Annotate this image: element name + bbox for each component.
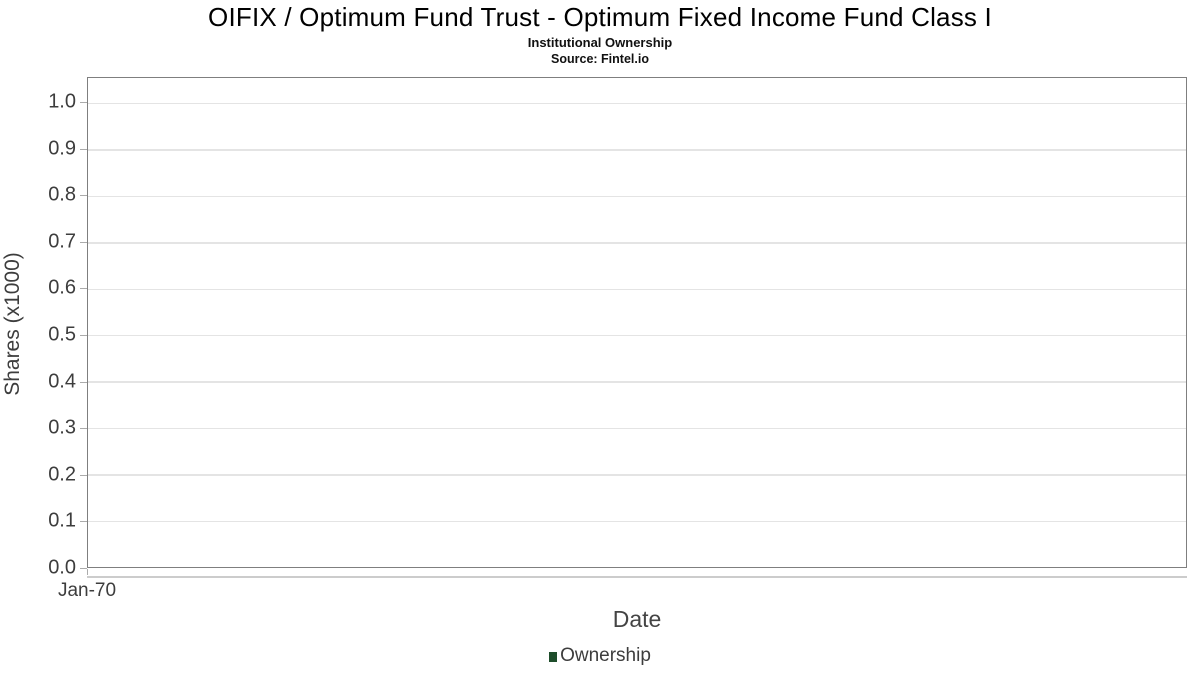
y-tick-mark — [80, 334, 87, 336]
gridline — [88, 334, 1186, 337]
y-tick-label: 0.3 — [48, 416, 76, 439]
y-tick-label: 0.5 — [48, 323, 76, 346]
gridline — [88, 427, 1186, 430]
y-tick-mark — [80, 428, 87, 430]
x-axis-line — [87, 576, 1187, 578]
gridline — [88, 149, 1186, 151]
gridline — [88, 102, 1186, 105]
gridline — [88, 288, 1186, 291]
y-tick-mark — [80, 381, 87, 383]
y-tick-mark — [80, 521, 87, 523]
legend: Ownership — [0, 645, 1200, 667]
y-tick-mark — [80, 241, 87, 243]
x-axis-title: Date — [612, 606, 662, 632]
gridline — [88, 242, 1186, 244]
y-tick-label: 0.6 — [48, 276, 76, 299]
x-tick-label: Jan-70 — [57, 580, 117, 601]
x-tick-mark — [87, 569, 88, 575]
chart-subtitle: Institutional Ownership — [527, 35, 673, 50]
y-tick-mark — [80, 568, 87, 569]
plot-area — [87, 77, 1187, 568]
gridline — [88, 381, 1186, 383]
y-tick-label: 0.7 — [48, 230, 76, 253]
y-tick-mark — [80, 195, 87, 197]
y-tick-label: 0.0 — [48, 556, 76, 579]
y-tick-mark — [80, 101, 87, 103]
y-tick-mark — [80, 474, 87, 476]
y-tick-mark — [80, 288, 87, 290]
y-tick-label: 0.2 — [48, 463, 76, 486]
legend-label-ownership: Ownership — [560, 645, 651, 666]
legend-swatch-ownership — [549, 652, 558, 662]
y-tick-label: 0.8 — [48, 183, 76, 206]
gridline — [88, 195, 1186, 198]
gridline — [88, 474, 1186, 476]
y-tick-label: 0.9 — [48, 137, 76, 160]
gridline — [88, 520, 1186, 523]
y-tick-label: 1.0 — [48, 90, 76, 113]
chart-source: Source: Fintel.io — [551, 52, 649, 66]
chart-title: OIFIX / Optimum Fund Trust - Optimum Fix… — [208, 2, 992, 32]
y-tick-mark — [80, 148, 87, 150]
y-tick-label: 0.4 — [48, 370, 76, 393]
y-tick-label: 0.1 — [48, 509, 76, 532]
